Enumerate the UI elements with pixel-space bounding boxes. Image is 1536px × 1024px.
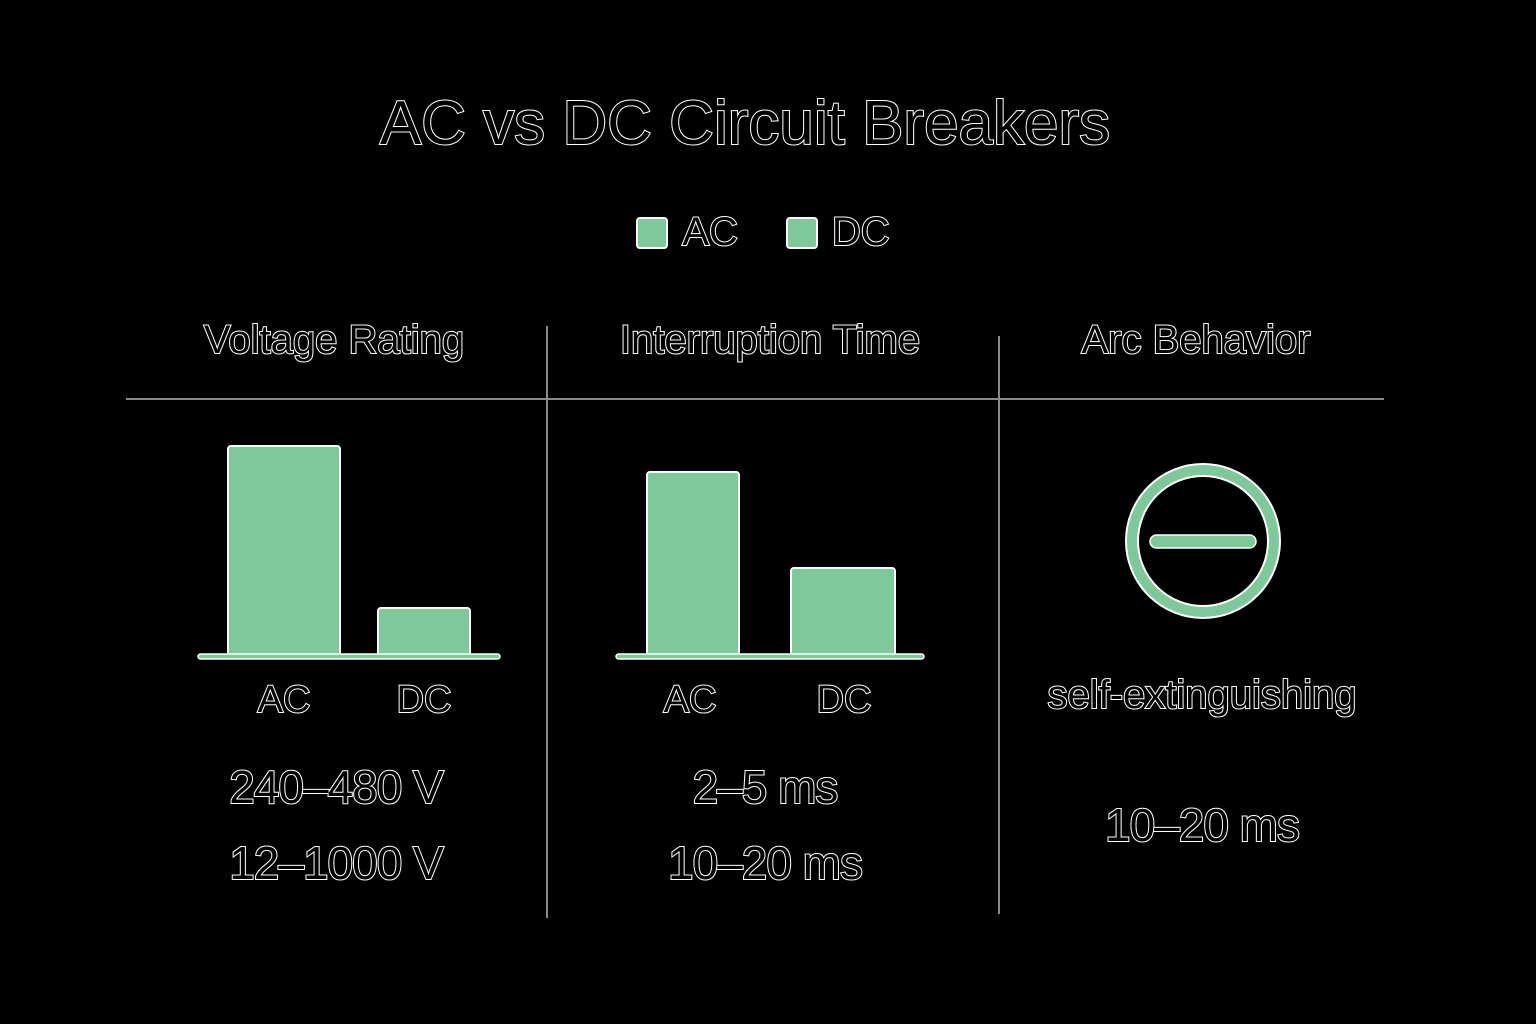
interruption-time-chart: AC DC bbox=[615, 471, 925, 722]
panel-divider-2 bbox=[998, 336, 1000, 914]
voltage-dc-value: 12–1000 V bbox=[228, 836, 445, 890]
legend-swatch-dc bbox=[785, 216, 818, 249]
panel-title-voltage: Voltage Rating bbox=[203, 317, 465, 363]
bar-ac bbox=[227, 445, 341, 657]
panel-divider-1 bbox=[546, 326, 548, 918]
panel-title-interruption: Interruption Time bbox=[619, 317, 921, 363]
legend-item-dc: DC bbox=[785, 209, 891, 255]
bar-dc bbox=[377, 607, 471, 657]
header-divider bbox=[126, 398, 1384, 400]
interruption-dc-value: 10–20 ms bbox=[667, 836, 864, 890]
arc-behavior-label: self-extinguishing bbox=[1046, 672, 1357, 718]
voltage-rating-chart: AC DC bbox=[197, 445, 501, 722]
legend-item-ac: AC bbox=[636, 209, 739, 255]
legend: AC DC bbox=[0, 209, 1526, 255]
interruption-ac-value: 2–5 ms bbox=[692, 760, 840, 814]
x-tick-label-ac: AC bbox=[664, 679, 717, 721]
x-tick-label-dc: DC bbox=[397, 679, 452, 721]
bar-dc bbox=[790, 567, 896, 657]
x-axis-line bbox=[197, 653, 501, 660]
bar-ac bbox=[646, 471, 740, 657]
arc-behavior-value: 10–20 ms bbox=[1104, 798, 1301, 852]
panel-title-arc: Arc Behavior bbox=[1081, 317, 1312, 363]
legend-label-ac: AC bbox=[681, 209, 739, 255]
legend-swatch-ac bbox=[636, 216, 669, 249]
x-axis-line bbox=[615, 653, 925, 660]
chart-title: AC vs DC Circuit Breakers bbox=[379, 88, 1111, 159]
x-tick-label-ac: AC bbox=[258, 679, 311, 721]
voltage-ac-value: 240–480 V bbox=[228, 760, 445, 814]
minus-circle-icon bbox=[1125, 463, 1281, 619]
legend-label-dc: DC bbox=[831, 209, 891, 255]
x-tick-label-dc: DC bbox=[817, 679, 872, 721]
